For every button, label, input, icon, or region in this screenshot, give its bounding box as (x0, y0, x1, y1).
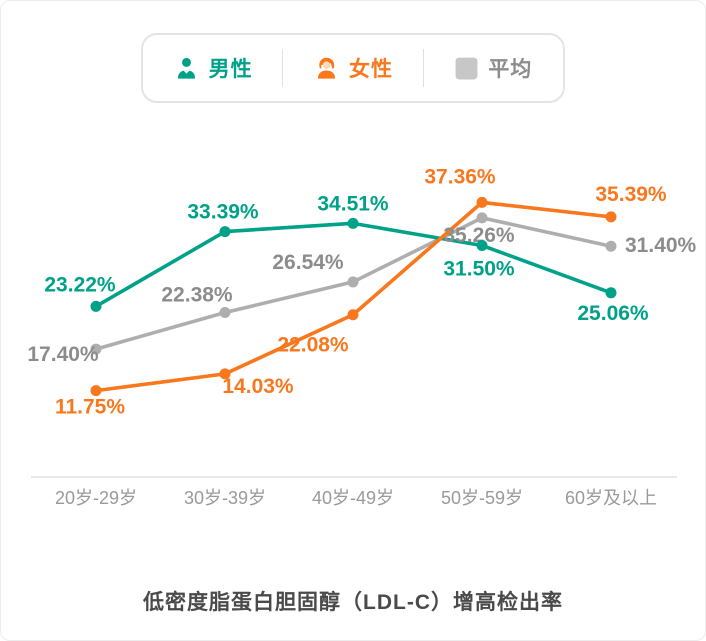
data-point (605, 211, 617, 223)
legend: 男性 女性 平均 (141, 33, 565, 103)
chart-title: 低密度脂蛋白胆固醇（LDL-C）增高检出率 (143, 591, 563, 614)
data-label: 33.39% (187, 201, 259, 224)
data-point (476, 196, 488, 208)
legend-divider (282, 49, 284, 87)
data-label: 22.08% (277, 334, 349, 357)
data-label: 35.26% (443, 224, 515, 247)
legend-label-female: 女性 (348, 58, 393, 81)
data-label: 11.75% (55, 396, 125, 419)
data-point (347, 309, 359, 321)
data-point (476, 239, 488, 251)
data-point (219, 226, 231, 238)
data-point (347, 276, 359, 288)
data-label: 23.22% (44, 273, 116, 296)
average-square-icon (454, 56, 479, 81)
legend-item-female[interactable]: 女性 (283, 35, 422, 101)
data-label: 35.39% (595, 183, 667, 206)
data-label: 34.51% (317, 192, 389, 215)
data-point (605, 287, 617, 299)
data-label: 22.38% (161, 284, 233, 307)
x-axis-label: 40岁-49岁 (312, 488, 394, 508)
data-label: 37.36% (424, 165, 496, 188)
data-point (605, 240, 617, 252)
x-axis-label: 50岁-59岁 (441, 488, 523, 508)
data-point (347, 217, 359, 229)
female-icon (313, 55, 340, 82)
data-label: 31.50% (443, 257, 515, 280)
x-axis-label: 20岁-29岁 (55, 488, 137, 508)
legend-item-average[interactable]: 平均 (424, 35, 563, 101)
data-label: 25.06% (577, 302, 649, 325)
data-point (90, 300, 102, 312)
line-chart: 20岁-29岁 30岁-39岁 40岁-49岁 50岁-59岁 60岁及以上 17.40%… (27, 165, 697, 508)
male-icon (173, 55, 200, 82)
data-point (476, 212, 488, 224)
legend-divider (422, 49, 424, 87)
data-point (219, 307, 231, 319)
data-label: 26.54% (272, 251, 344, 274)
x-axis-label: 60岁及以上 (565, 488, 657, 508)
data-label: 14.03% (222, 375, 294, 398)
x-axis-label: 30岁-39岁 (184, 488, 266, 508)
data-point (90, 385, 102, 397)
legend-item-male[interactable]: 男性 (143, 35, 282, 101)
data-label: 31.40% (625, 234, 697, 257)
data-point (219, 368, 231, 380)
legend-label-average: 平均 (488, 58, 533, 81)
legend-label-male: 男性 (208, 58, 253, 81)
data-point (90, 343, 102, 355)
data-label: 17.40% (27, 343, 99, 366)
